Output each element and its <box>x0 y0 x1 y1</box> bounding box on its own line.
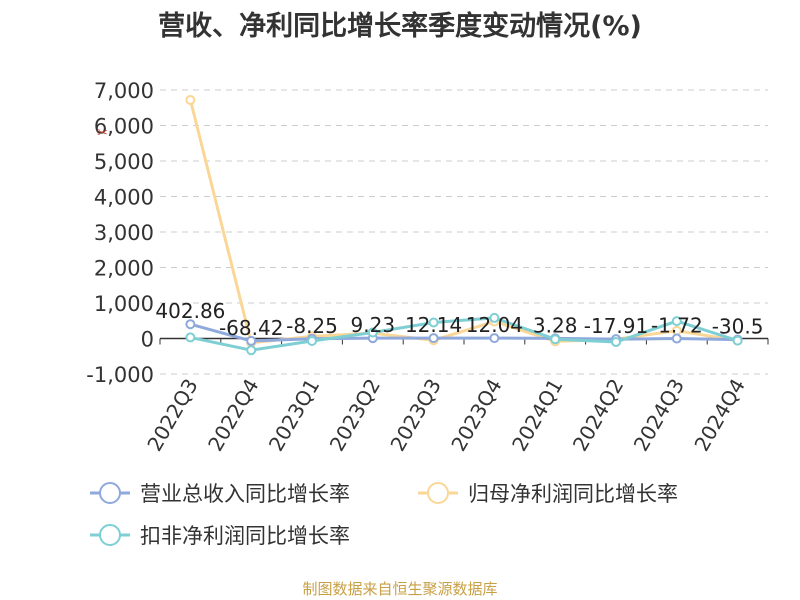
data-point <box>428 333 439 344</box>
y-tick-label: 7,000 <box>94 79 154 103</box>
data-point <box>185 319 196 330</box>
data-label: -30.5 <box>712 315 764 339</box>
y-tick-label: 5,000 <box>94 150 154 174</box>
legend-item-net-profit[interactable]: 归母净利润同比增长率 <box>418 478 678 508</box>
data-point <box>611 337 621 348</box>
source-note: 制图数据来自恒生聚源数据库 <box>302 580 498 598</box>
y-tick-label: 6,000 <box>94 115 154 139</box>
data-label: 402.86 <box>155 299 225 323</box>
svg-text:✂: ✂ <box>97 126 108 141</box>
y-tick-label: 2,000 <box>94 257 154 281</box>
data-point <box>732 335 743 346</box>
x-tick-labels: 2022Q3 2022Q4 2023Q1 2023Q2 2023Q3 2023Q4 2024… <box>142 374 750 455</box>
data-point <box>367 327 378 338</box>
series-lines <box>185 94 743 356</box>
data-point <box>671 333 682 344</box>
data-point <box>185 332 196 343</box>
data-label: -8.25 <box>286 314 338 338</box>
chart-title: 营收、净利同比增长率季度变动情况(%) <box>158 11 642 42</box>
x-tick-label: 2024Q2 <box>568 375 628 456</box>
data-label: 3.28 <box>533 313 578 337</box>
data-label: -68.42 <box>219 316 283 340</box>
y-tick-label: 3,000 <box>94 221 154 245</box>
data-point <box>246 335 257 346</box>
series-line <box>188 99 738 345</box>
watermark-icon: ✂ <box>97 126 108 141</box>
x-tick-label: 2022Q4 <box>203 375 263 456</box>
data-point <box>246 345 257 356</box>
legend-marker-icon <box>418 482 458 504</box>
legend-item-revenue[interactable]: 营业总收入同比增长率 <box>90 478 350 508</box>
x-tick-label: 2024Q1 <box>507 375 567 456</box>
y-tick-label: 1,000 <box>94 292 154 316</box>
y-tick-label: -1,000 <box>86 363 154 387</box>
x-tick-label: 2024Q4 <box>689 375 749 456</box>
legend-item-deducted-profit[interactable]: 扣非净利润同比增长率 <box>90 520 350 550</box>
data-point <box>489 333 500 344</box>
y-tick-label: 4,000 <box>94 186 154 210</box>
data-label: -1.72 <box>651 314 703 338</box>
x-tick-label: 2023Q2 <box>325 375 385 456</box>
y-tick-labels: 7,000 6,000 5,000 4,000 3,000 2,000 1,000 0 -1,0… <box>86 79 154 387</box>
series-line <box>190 322 738 343</box>
data-point <box>428 317 439 328</box>
data-label: 12.14 <box>405 313 462 337</box>
x-tick-label: 2023Q1 <box>264 375 324 456</box>
legend-marker-icon <box>90 482 130 504</box>
data-label: -17.91 <box>584 314 648 338</box>
x-tick-label: 2024Q3 <box>629 375 689 456</box>
series-line <box>190 316 739 352</box>
data-point <box>307 335 317 346</box>
legend-label: 营业总收入同比增长率 <box>140 482 350 506</box>
data-point <box>185 94 196 105</box>
y-tick-label: 0 <box>141 328 154 352</box>
grid-lines <box>160 89 768 375</box>
data-point <box>489 312 500 323</box>
data-labels: 402.86-68.42 -8.25 9.23 12.14 12.04 3.28 -17.9… <box>155 299 763 340</box>
x-tick-label: 2023Q4 <box>446 375 506 456</box>
data-point <box>671 316 682 327</box>
data-label: 12.04 <box>466 313 523 337</box>
data-point <box>550 334 561 345</box>
x-tick-label: 2023Q3 <box>385 374 445 455</box>
legend-label: 扣非净利润同比增长率 <box>140 524 350 548</box>
legend-label: 归母净利润同比增长率 <box>468 482 678 506</box>
data-label: 9.23 <box>351 313 396 337</box>
legend-marker-icon <box>90 524 130 546</box>
